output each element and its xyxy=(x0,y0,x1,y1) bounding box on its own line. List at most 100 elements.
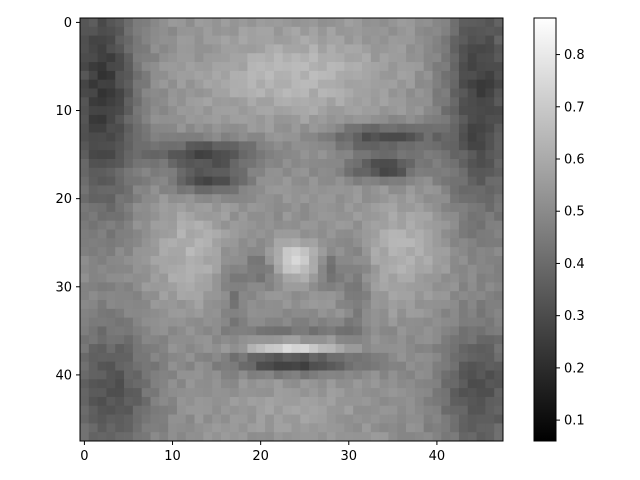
heatmap-cell xyxy=(229,396,240,407)
heatmap-cell xyxy=(185,220,195,230)
heatmap-cell xyxy=(212,308,222,319)
heatmap-cell xyxy=(80,423,90,433)
heatmap-cell xyxy=(159,255,169,266)
heatmap-cell xyxy=(132,97,143,107)
heatmap-cell xyxy=(344,18,354,28)
heatmap-cell xyxy=(265,53,275,63)
heatmap-cell xyxy=(132,35,143,45)
heatmap-cell xyxy=(441,132,451,142)
heatmap-cell xyxy=(88,220,99,230)
heatmap-cell xyxy=(247,220,257,230)
heatmap-cell xyxy=(229,62,240,72)
heatmap-cell xyxy=(203,238,213,248)
heatmap-cell xyxy=(221,167,231,178)
heatmap-cell xyxy=(406,344,416,354)
heatmap-cell xyxy=(441,53,451,63)
heatmap-cell xyxy=(185,326,195,336)
heatmap-cell xyxy=(441,335,451,345)
heatmap-cell xyxy=(406,291,416,301)
heatmap-cell xyxy=(141,123,151,133)
heatmap-cell xyxy=(273,114,284,125)
heatmap-cell xyxy=(256,44,266,54)
heatmap-cell xyxy=(194,300,204,310)
heatmap-cell xyxy=(106,379,116,389)
heatmap-cell xyxy=(441,238,451,248)
heatmap-cell xyxy=(256,88,266,98)
heatmap-cell xyxy=(194,141,204,151)
heatmap-cell xyxy=(344,238,354,248)
heatmap-cell xyxy=(194,282,204,292)
heatmap-cell xyxy=(185,114,195,125)
heatmap-cell xyxy=(221,35,231,45)
heatmap-cell xyxy=(441,308,451,319)
heatmap-cell xyxy=(335,388,345,398)
heatmap-cell xyxy=(458,88,469,98)
heatmap-cell xyxy=(229,44,240,54)
heatmap-cell xyxy=(309,185,319,195)
heatmap-cell xyxy=(476,247,486,257)
heatmap-cell xyxy=(221,273,231,283)
heatmap-cell xyxy=(124,317,134,327)
heatmap-cell xyxy=(265,291,275,301)
heatmap-cell xyxy=(379,97,389,107)
heatmap-cell xyxy=(212,211,222,222)
heatmap-cell xyxy=(159,388,169,398)
heatmap-cell xyxy=(273,344,284,354)
heatmap-cell xyxy=(141,432,151,441)
heatmap-cell xyxy=(344,167,354,178)
heatmap-cell xyxy=(362,264,372,274)
heatmap-cell xyxy=(423,396,433,407)
heatmap-cell xyxy=(159,238,169,248)
heatmap-cell xyxy=(467,150,477,160)
heatmap-cell xyxy=(370,247,381,257)
heatmap-cell xyxy=(159,317,169,327)
heatmap-cell xyxy=(326,308,336,319)
heatmap-cell xyxy=(300,106,310,116)
heatmap-cell xyxy=(450,62,460,72)
heatmap-cell xyxy=(423,282,433,292)
heatmap-cell xyxy=(212,335,222,345)
heatmap-cell xyxy=(432,18,442,28)
heatmap-cell xyxy=(168,114,178,125)
heatmap-cell xyxy=(370,97,381,107)
heatmap-cell xyxy=(423,220,433,230)
heatmap-cell xyxy=(80,18,90,28)
heatmap-cell xyxy=(247,18,257,28)
heatmap-cell xyxy=(450,229,460,239)
heatmap-cell xyxy=(317,62,328,72)
heatmap-cell xyxy=(141,79,151,89)
heatmap-cell xyxy=(414,361,425,371)
heatmap-cell xyxy=(317,220,328,230)
heatmap-cell xyxy=(406,53,416,63)
heatmap-cell xyxy=(432,150,442,160)
heatmap-cell xyxy=(159,291,169,301)
heatmap-cell xyxy=(467,79,477,89)
heatmap-cell xyxy=(300,352,310,363)
heatmap-cell xyxy=(176,123,187,133)
heatmap-cell xyxy=(362,114,372,125)
heatmap-cell xyxy=(132,88,143,98)
heatmap-cell xyxy=(256,423,266,433)
heatmap-cell xyxy=(388,423,398,433)
heatmap-cell xyxy=(176,308,187,319)
heatmap-cell xyxy=(185,203,195,213)
heatmap-cell xyxy=(344,282,354,292)
heatmap-cell xyxy=(388,361,398,371)
heatmap-cell xyxy=(423,159,433,169)
heatmap-cell xyxy=(494,396,503,407)
heatmap-cell xyxy=(194,203,204,213)
heatmap-cell xyxy=(124,247,134,257)
heatmap-cell xyxy=(397,53,407,63)
heatmap-cell xyxy=(309,141,319,151)
heatmap-cell xyxy=(273,194,284,204)
heatmap-cell xyxy=(203,308,213,319)
heatmap-cell xyxy=(273,379,284,389)
heatmap-cell xyxy=(194,70,204,81)
heatmap-cell xyxy=(115,132,125,142)
heatmap-cell xyxy=(282,44,292,54)
heatmap-cell xyxy=(458,423,469,433)
heatmap-cell xyxy=(106,211,116,222)
heatmap-cell xyxy=(423,352,433,363)
heatmap-cell xyxy=(423,185,433,195)
heatmap-cell xyxy=(388,141,398,151)
